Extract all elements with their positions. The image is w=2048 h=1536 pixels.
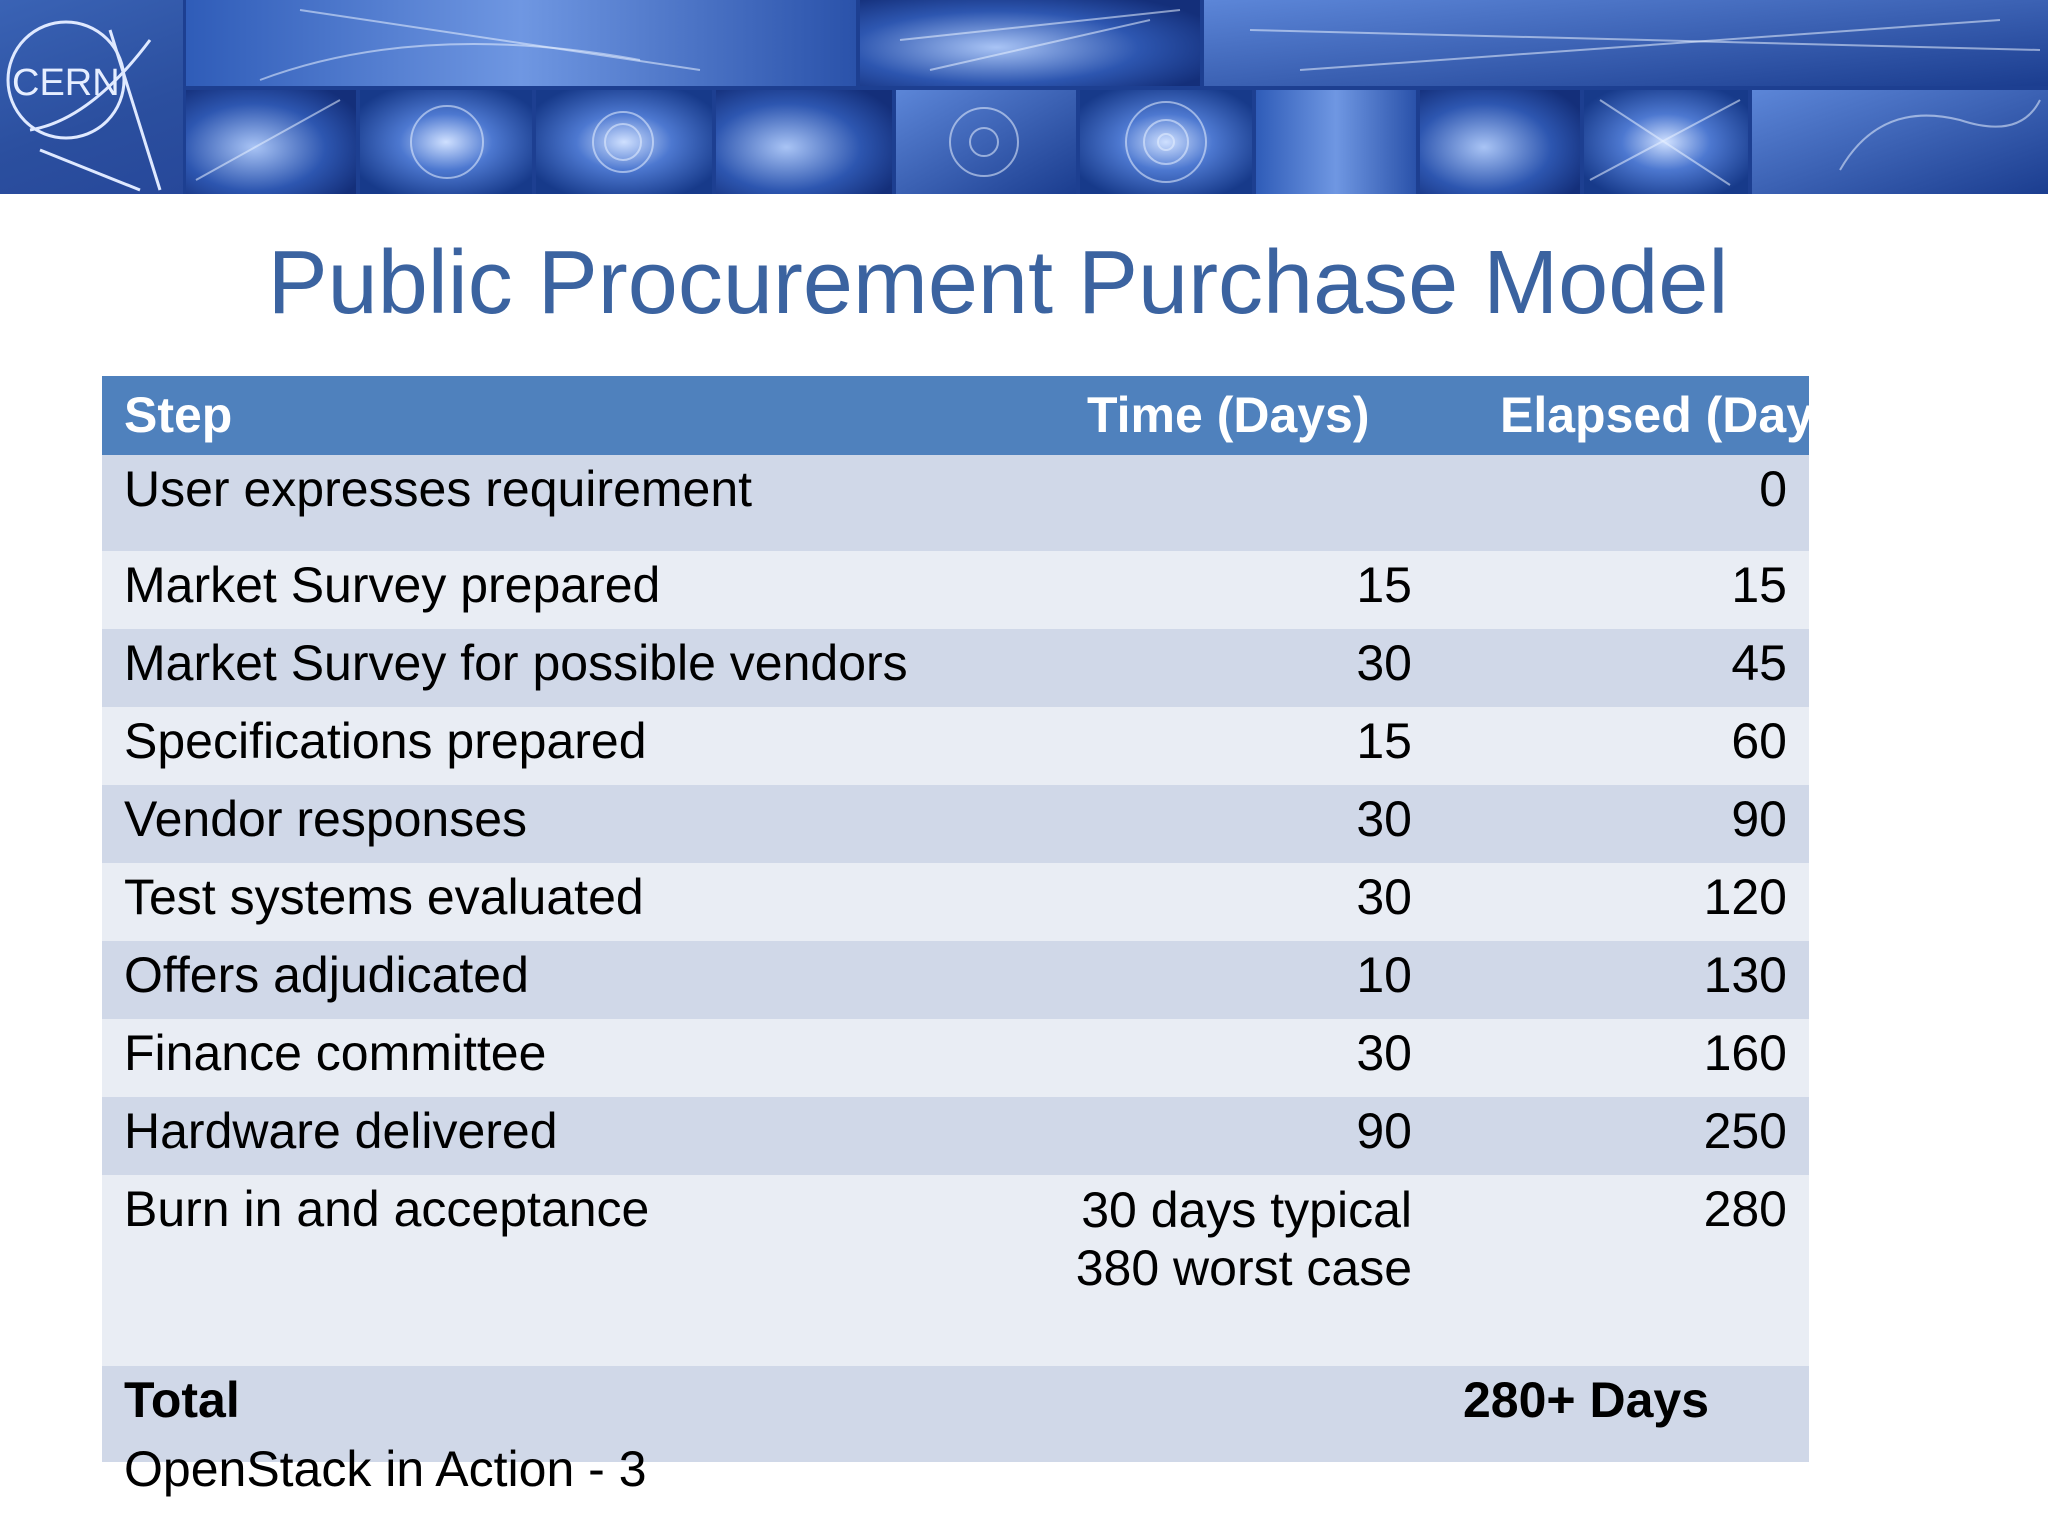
total-label: Total [102, 1366, 977, 1462]
slide-title-text: Public Procurement Purchase Model [267, 233, 1729, 333]
cell-step: User expresses requirement [102, 455, 977, 551]
table-row: Specifications prepared 15 60 [102, 707, 1809, 785]
table-row: Market Survey prepared 15 15 [102, 551, 1809, 629]
cern-logo: CERN [0, 0, 183, 194]
cell-step: Market Survey prepared [102, 551, 977, 629]
cell-time: 30 [977, 785, 1434, 863]
cell-elapsed: 15 [1434, 551, 1809, 629]
table-row: Burn in and acceptance 30 days typical 3… [102, 1175, 1809, 1366]
slide-footer: OpenStack in Action - 3 [124, 1441, 647, 1497]
table-total-row: Total 280+ Days [102, 1366, 1809, 1462]
table-row: User expresses requirement 0 [102, 455, 1809, 551]
cell-elapsed: 130 [1434, 941, 1809, 1019]
table-row: Vendor responses 30 90 [102, 785, 1809, 863]
cell-elapsed: 120 [1434, 863, 1809, 941]
cell-elapsed: 45 [1434, 629, 1809, 707]
cell-step: Specifications prepared [102, 707, 977, 785]
table-row: Hardware delivered 90 250 [102, 1097, 1809, 1175]
cell-time [977, 455, 1434, 551]
slide-title: Public Procurement Purchase Model [0, 228, 2022, 338]
cell-step: Offers adjudicated [102, 941, 977, 1019]
total-time-empty [977, 1366, 1434, 1462]
cell-elapsed: 160 [1434, 1019, 1809, 1097]
cell-elapsed: 60 [1434, 707, 1809, 785]
cell-elapsed: 90 [1434, 785, 1809, 863]
header-time: Time (Days) [977, 376, 1434, 455]
cell-time: 30 [977, 1019, 1434, 1097]
cell-elapsed: 0 [1434, 455, 1809, 551]
cern-logo-text: CERN [12, 62, 120, 104]
cell-time: 90 [977, 1097, 1434, 1175]
cell-step: Finance committee [102, 1019, 977, 1097]
header-banner: CERN [0, 0, 2048, 194]
cell-time: 30 [977, 629, 1434, 707]
table-row: Market Survey for possible vendors 30 45 [102, 629, 1809, 707]
cell-step: Vendor responses [102, 785, 977, 863]
cell-step: Burn in and acceptance [102, 1175, 977, 1366]
cell-time: 30 days typical 380 worst case [977, 1175, 1434, 1366]
cell-step: Hardware delivered [102, 1097, 977, 1175]
cell-time-multiline: 30 days typical 380 worst case [1075, 1182, 1412, 1296]
cell-time: 15 [977, 707, 1434, 785]
header-step: Step [102, 376, 977, 455]
physics-image-mosaic [0, 0, 2048, 194]
cell-elapsed: 250 [1434, 1097, 1809, 1175]
procurement-table-container: Step Time (Days) Elapsed (Days) User exp… [102, 376, 1858, 1462]
cell-time: 15 [977, 551, 1434, 629]
cell-step: Market Survey for possible vendors [102, 629, 977, 707]
table-row: Finance committee 30 160 [102, 1019, 1809, 1097]
cell-elapsed: 280 [1434, 1175, 1809, 1366]
table-row: Test systems evaluated 30 120 [102, 863, 1809, 941]
cell-time: 30 [977, 863, 1434, 941]
procurement-table: Step Time (Days) Elapsed (Days) User exp… [102, 376, 1858, 1462]
table-header-row: Step Time (Days) Elapsed (Days) [102, 376, 1858, 455]
total-value: 280+ Days [1434, 1366, 1809, 1462]
header-elapsed: Elapsed (Days) [1434, 376, 1858, 455]
cern-logo-icon: CERN [6, 20, 162, 192]
cell-time: 10 [977, 941, 1434, 1019]
cell-step: Test systems evaluated [102, 863, 977, 941]
table-row: Offers adjudicated 10 130 [102, 941, 1809, 1019]
